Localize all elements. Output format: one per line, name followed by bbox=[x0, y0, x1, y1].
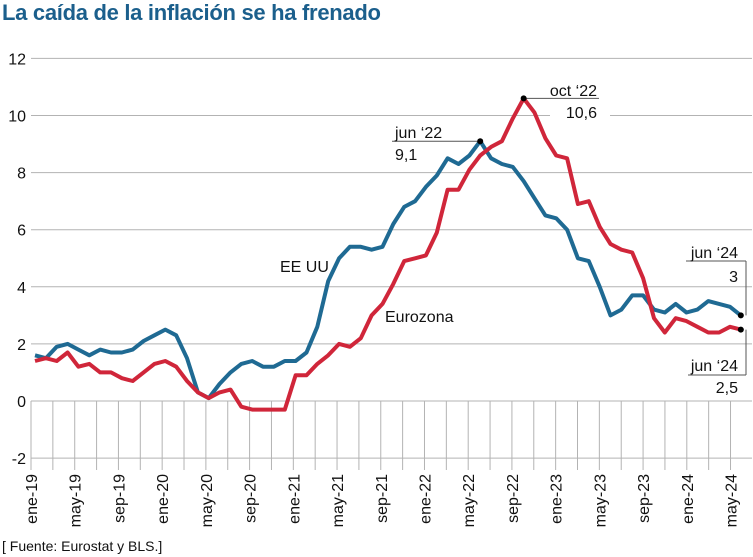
x-tick-label: sep-22 bbox=[505, 474, 522, 523]
annotation-background bbox=[550, 110, 610, 126]
y-tick-label: 12 bbox=[8, 51, 26, 68]
y-tick-label: -2 bbox=[12, 451, 26, 468]
x-tick-label: may-22 bbox=[461, 474, 478, 527]
x-tick-label: ene-20 bbox=[155, 474, 172, 524]
annotations: EE UU Eurozona jun ‘22 9,1 oct ‘22 10,6 jun ‘2… bbox=[280, 83, 747, 397]
x-tick-label: may-23 bbox=[592, 474, 609, 527]
x-tick-label: ene-22 bbox=[417, 474, 434, 524]
annotation-dot bbox=[477, 138, 484, 145]
annotation-dot bbox=[737, 312, 744, 319]
chart-title: La caída de la inflación se ha frenado bbox=[2, 0, 381, 25]
annotation-label: jun ‘24 bbox=[690, 358, 738, 375]
series-lines bbox=[34, 96, 743, 412]
series-label-eurozona: Eurozona bbox=[385, 309, 454, 326]
annotation-value: 3 bbox=[729, 269, 738, 286]
y-tick-label: 6 bbox=[17, 223, 26, 240]
y-tick-label: 10 bbox=[8, 109, 26, 126]
series-label-ee-uu: EE UU bbox=[280, 259, 329, 276]
x-tick-label: may-24 bbox=[724, 474, 741, 527]
x-tick-label: ene-21 bbox=[286, 474, 303, 524]
x-tick-label: sep-19 bbox=[111, 474, 128, 523]
annotation-label: oct ‘22 bbox=[550, 83, 597, 100]
grid: -2 0 2 4 6 8 10 12 ene-19 may-19 sep-19 ene-20 may-2… bbox=[8, 51, 752, 527]
series-line-eurozona bbox=[34, 96, 742, 412]
x-tick-label: may-19 bbox=[68, 474, 85, 527]
x-tick-label: ene-24 bbox=[680, 474, 697, 524]
x-tick-label: sep-20 bbox=[243, 474, 260, 523]
annotation-dot bbox=[520, 95, 527, 102]
y-tick-label: 0 bbox=[17, 394, 26, 411]
annotation-label: jun ‘22 bbox=[394, 125, 442, 142]
x-tick-label: ene-23 bbox=[549, 474, 566, 524]
x-tick-label: sep-21 bbox=[374, 474, 391, 523]
x-tick-label: may-20 bbox=[199, 474, 216, 527]
annotation-dot bbox=[737, 326, 744, 333]
annotation-value: 9,1 bbox=[395, 147, 417, 164]
annotation-value: 10,6 bbox=[566, 105, 597, 122]
y-tick-label: 4 bbox=[17, 280, 26, 297]
annotation-value: 2,5 bbox=[716, 380, 738, 397]
x-tick-label: may-21 bbox=[330, 474, 347, 527]
y-tick-label: 8 bbox=[17, 166, 26, 183]
y-tick-label: 2 bbox=[17, 337, 26, 354]
x-tick-label: sep-23 bbox=[636, 474, 653, 523]
annotation-label: jun ‘24 bbox=[690, 245, 738, 262]
series-line-ee-uu bbox=[34, 139, 743, 401]
x-tick-label: ene-19 bbox=[24, 474, 41, 524]
source-note: [ Fuente: Eurostat y BLS.] bbox=[2, 538, 163, 554]
